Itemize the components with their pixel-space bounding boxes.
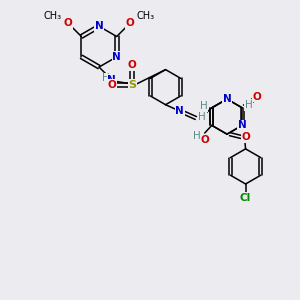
Text: CH₃: CH₃ [43, 11, 61, 21]
Text: N: N [238, 120, 247, 130]
Text: H: H [193, 131, 201, 141]
Text: Cl: Cl [240, 193, 251, 202]
Text: N: N [107, 75, 116, 85]
Text: H: H [200, 101, 208, 111]
Text: O: O [242, 132, 250, 142]
Text: N: N [95, 21, 103, 31]
Text: O: O [63, 18, 72, 28]
Text: H: H [102, 74, 110, 83]
Text: O: O [253, 92, 262, 101]
Text: H: H [199, 112, 206, 122]
Text: S: S [128, 80, 136, 90]
Text: CH₃: CH₃ [137, 11, 155, 21]
Text: N: N [175, 106, 184, 116]
Text: O: O [107, 80, 116, 90]
Text: H: H [244, 100, 252, 110]
Text: O: O [200, 134, 209, 145]
Text: N: N [223, 94, 231, 104]
Text: N: N [112, 52, 121, 62]
Text: O: O [128, 60, 136, 70]
Text: O: O [126, 18, 135, 28]
